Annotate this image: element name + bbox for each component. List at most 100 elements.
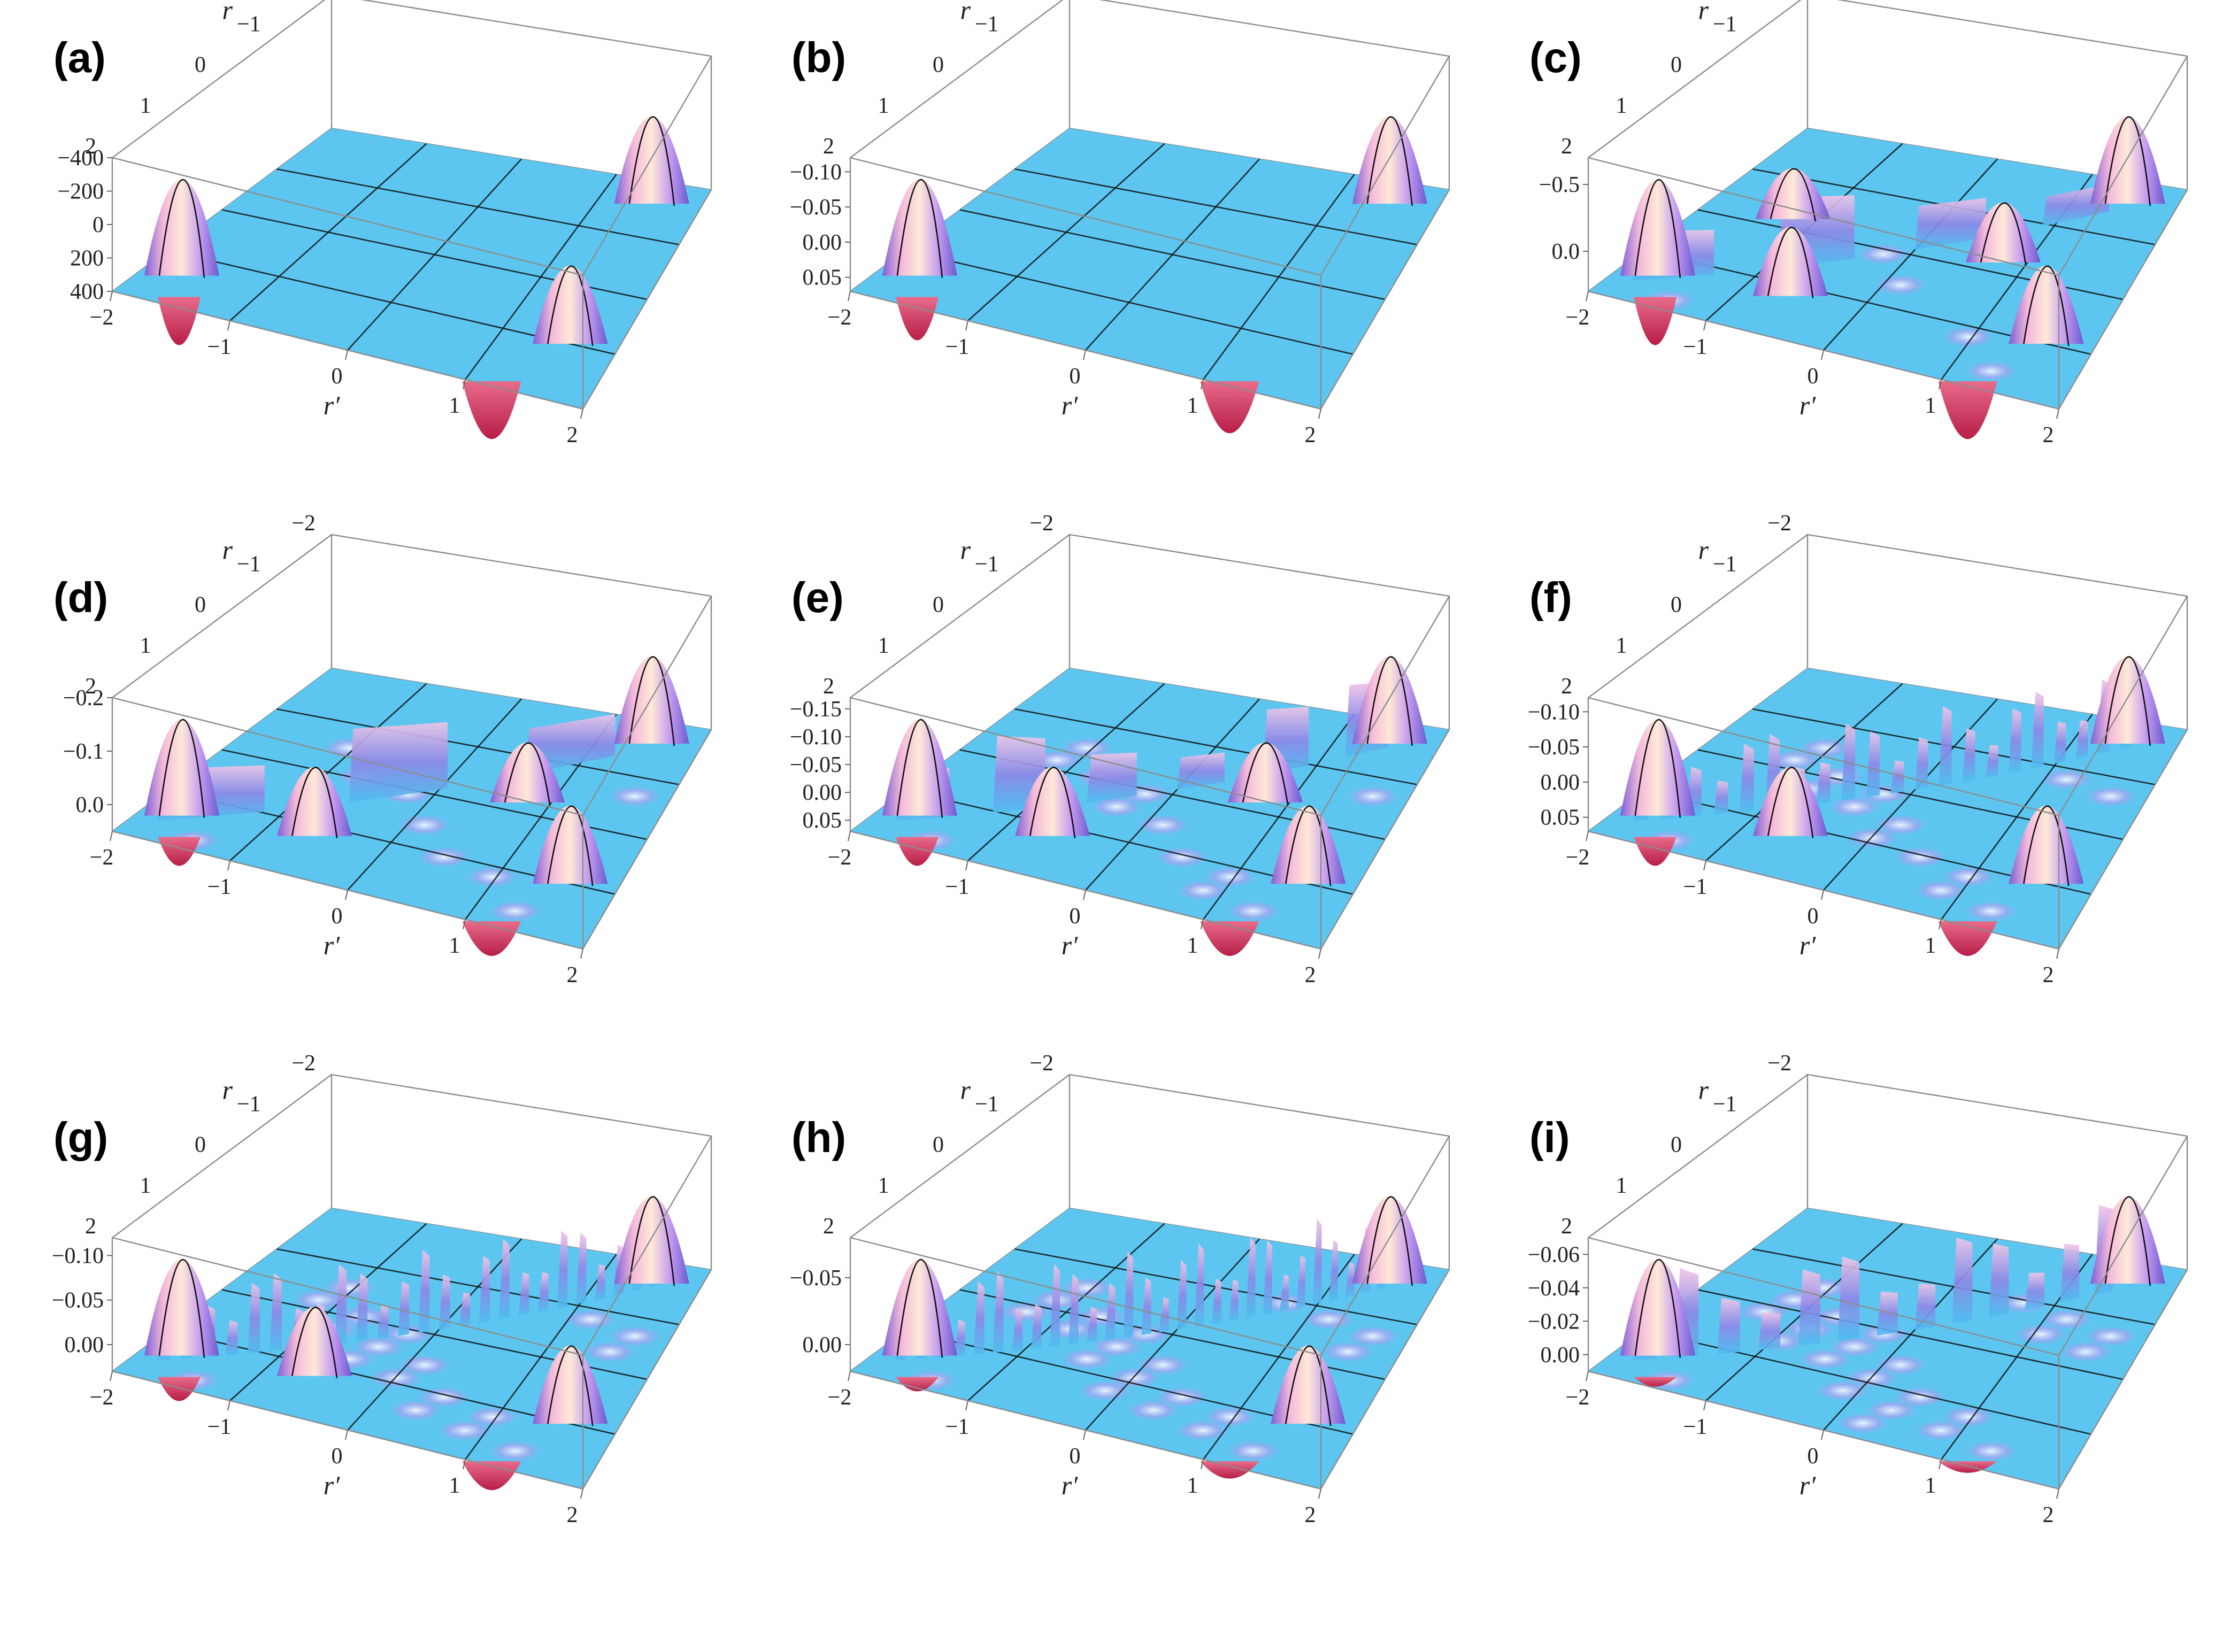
box-back-wall <box>1068 1074 1450 1270</box>
x-tick-label: 0 <box>1070 1444 1081 1469</box>
surface-ripple <box>605 784 664 808</box>
surface-peak-curve <box>291 1307 338 1378</box>
x-tick-label: −1 <box>1683 1415 1708 1439</box>
x-tick-mark <box>110 831 113 842</box>
surface-gridline-rprime <box>464 1254 617 1460</box>
surface-peak-curve <box>2104 1196 2151 1286</box>
y-tick-label: 2 <box>823 674 834 699</box>
x-tick-mark <box>965 320 968 331</box>
surface-dip <box>896 837 939 866</box>
y-tick-label: −2 <box>1029 1051 1053 1076</box>
surface-ridge-stripe <box>1312 1218 1322 1305</box>
z-tick-label: 0.00 <box>1541 1343 1580 1368</box>
surface-ripple <box>1833 1411 1893 1435</box>
y-tick-label: 0 <box>195 1133 206 1157</box>
surface-peak-curve <box>1770 168 1817 221</box>
z-tick-label: −0.05 <box>1528 735 1580 760</box>
z-tick-label: −0.05 <box>790 753 842 777</box>
y-tick-label: 2 <box>1561 1214 1572 1239</box>
surface-ripple <box>1939 325 1998 349</box>
box-back-wall <box>1806 534 2188 730</box>
surface-peak <box>2090 656 2165 744</box>
x-tick-mark <box>848 291 851 302</box>
x-tick-label: 1 <box>1925 1473 1936 1498</box>
y-tick-label: −1 <box>1713 12 1737 36</box>
surface-dip <box>462 1461 521 1491</box>
z-tick-label: −0.02 <box>1528 1309 1580 1334</box>
surface-ridge-stripe <box>1841 723 1855 800</box>
x-tick-label: −2 <box>828 845 852 870</box>
panel-h: −2 −1 0 1 2 r′ −2 −1 0 1 2 r −0.05 0.00 (h) <box>790 1051 1450 1527</box>
surface-peak-curve <box>158 179 205 278</box>
surface-ridge-stripe <box>1758 1312 1781 1350</box>
z-tick-label: 0.05 <box>803 266 842 290</box>
surface-ripple <box>1224 899 1283 923</box>
z-tick-label: −0.15 <box>790 697 842 722</box>
x-axis-title: r′ <box>1062 1470 1078 1500</box>
x-tick-mark <box>463 1459 466 1470</box>
surface-ripple <box>1318 1340 1378 1364</box>
z-tick-label: −0.1 <box>63 739 104 764</box>
surface-peak-curve <box>2104 116 2151 206</box>
panel-label: (i) <box>1529 1114 1570 1161</box>
panel-label: (h) <box>791 1114 846 1161</box>
surface-ridge-stripe <box>1280 1274 1289 1311</box>
surface-dip <box>896 297 939 341</box>
surface-peak-curve <box>1366 116 1413 206</box>
z-tick-label: 0.05 <box>1541 806 1580 830</box>
surface-ridge-stripe <box>1194 1243 1204 1327</box>
surface-ripple <box>1299 1308 1358 1331</box>
x-tick-label: −1 <box>945 1415 970 1439</box>
x-tick-label: 1 <box>449 393 460 418</box>
z-tick-label: 0.00 <box>1541 770 1580 795</box>
x-tick-label: −2 <box>1566 1385 1590 1410</box>
surface-ripple <box>386 1398 445 1422</box>
surface-peak-curve <box>2022 265 2070 346</box>
surface-ridge-stripe <box>1962 728 1975 782</box>
x-axis-title: r′ <box>324 390 340 420</box>
x-tick-label: −2 <box>828 305 852 330</box>
z-tick-label: −0.10 <box>52 1244 104 1268</box>
y-axis-title: r <box>222 535 233 565</box>
x-tick-label: 1 <box>1187 393 1198 418</box>
y-tick-label: −2 <box>291 511 316 536</box>
surface-ridge-stripe <box>270 1273 282 1352</box>
surface-peak-curve <box>896 179 943 278</box>
surface-peak-curve <box>1634 1259 1681 1358</box>
box-back-wall <box>330 534 712 730</box>
box-back-wall <box>1068 534 1450 730</box>
y-tick-label: 1 <box>878 94 889 118</box>
surface-peak-curve <box>1767 227 1814 298</box>
surface-ridge-stripe <box>2008 708 2021 774</box>
z-tick-label: −0.2 <box>63 686 104 711</box>
surface-ridge-stripe <box>1798 1269 1820 1346</box>
x-tick-mark <box>2056 1488 2059 1499</box>
surface-gridline-r <box>1697 1289 2124 1380</box>
x-tick-label: −2 <box>828 1385 852 1410</box>
surface-ripple <box>1124 1398 1183 1422</box>
z-tick-label: −0.10 <box>790 160 842 184</box>
surface-ridge-stripe <box>2031 691 2044 769</box>
surface-ridge-stripe <box>225 1320 238 1356</box>
z-tick-label: 200 <box>70 246 104 271</box>
surface-ripple <box>1911 1418 1971 1442</box>
surface-ridge-stripe <box>2060 1244 2079 1303</box>
y-tick-label: −1 <box>975 1092 999 1116</box>
surface-ridge-stripe <box>439 1274 450 1330</box>
panel-d: −2 −1 0 1 2 r′ −2 −1 0 1 2 r −0.2 −0.1 0.0 (d) <box>53 511 712 987</box>
x-tick-label: −1 <box>207 335 232 359</box>
x-tick-label: 2 <box>2043 423 2054 447</box>
surface-peak-curve <box>1242 742 1289 805</box>
y-tick-label: 1 <box>1616 94 1627 118</box>
surface-dip <box>1634 297 1677 345</box>
surface-dip <box>1200 1461 1259 1479</box>
x-axis-title: r′ <box>1062 390 1078 420</box>
surface-ridge-stripe <box>1939 706 1952 786</box>
y-axis-title: r <box>1698 0 1709 25</box>
surface-ridge-stripe <box>576 1232 587 1304</box>
x-tick-label: 0 <box>1808 904 1819 929</box>
x-tick-mark <box>1703 860 1706 871</box>
x-tick-mark <box>463 379 466 390</box>
surface-ridge-stripe <box>1837 1256 1859 1341</box>
surface-gridline-rprime <box>1940 714 2093 920</box>
